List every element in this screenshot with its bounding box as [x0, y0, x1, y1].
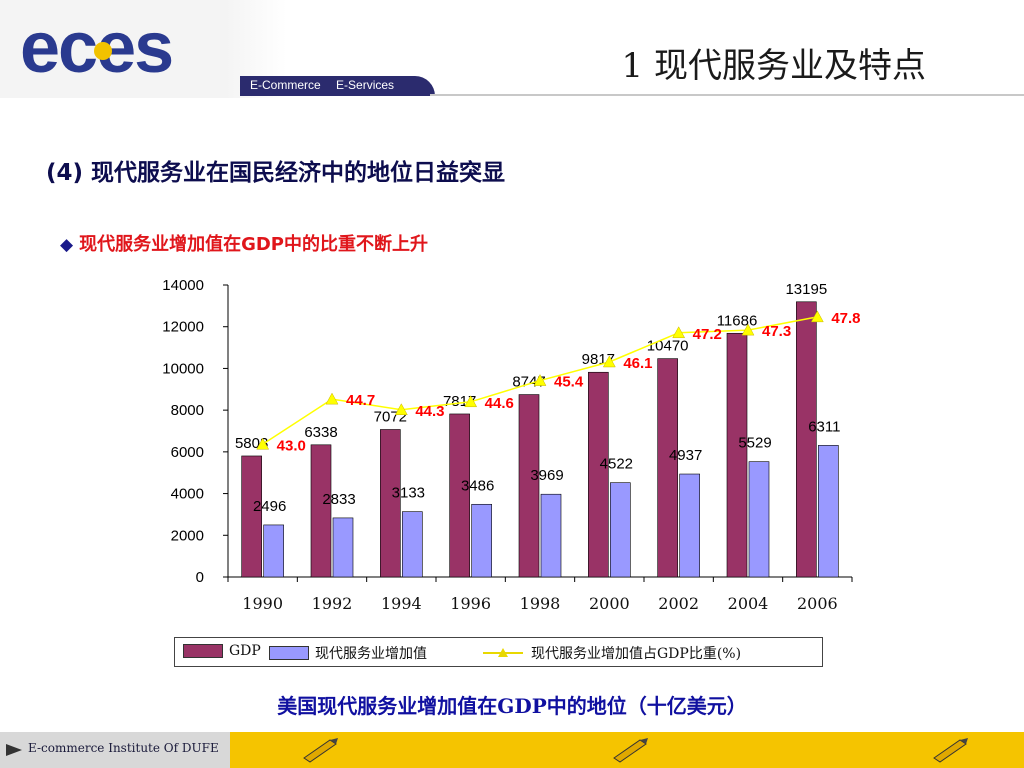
data-label-gdp: 10470 [647, 338, 689, 355]
bar-service [402, 511, 423, 578]
data-label-ratio: 44.7 [346, 392, 375, 409]
x-tick-label: 2004 [728, 594, 769, 613]
data-label-service: 2496 [253, 498, 286, 515]
eces-logo: eces [20, 14, 174, 84]
x-tick-label: 2006 [797, 594, 838, 613]
slide-header: eces E-Commerce E-Services 1 现代服务业及特点 [0, 0, 1024, 98]
ratio-marker [741, 323, 755, 336]
ratio-marker [394, 403, 408, 416]
data-label-service: 6311 [808, 418, 840, 435]
bar-gdp [380, 429, 401, 578]
footer-left-panel: E-commerce Institute Of DUFE [0, 732, 230, 768]
legend-label-gdp: GDP [229, 643, 261, 659]
y-tick-label: 10000 [162, 360, 204, 377]
bar-gdp [726, 332, 748, 578]
logo-sub-ecommerce: E-Commerce [250, 78, 321, 92]
x-tick-label: 1990 [242, 594, 283, 613]
diamond-bullet-icon: ◆ [60, 235, 74, 255]
gdp-chart: 0200040006000800010000120001400019905803… [162, 277, 860, 613]
data-label-service: 4522 [600, 456, 633, 473]
page-title: 1 现代服务业及特点 [621, 46, 926, 86]
legend-label-ratio: 现代服务业增加值占GDP比重(%) [531, 646, 742, 662]
data-label-service: 3486 [461, 477, 494, 494]
data-label-service: 5529 [738, 435, 771, 452]
bar-service [748, 461, 770, 578]
bar-service [332, 517, 354, 578]
data-label-ratio: 47.8 [831, 310, 860, 327]
data-label-ratio: 44.3 [415, 403, 444, 420]
data-label-ratio: 47.3 [762, 323, 791, 340]
legend-item-ratio: 现代服务业增加值占GDP比重(%) [481, 643, 741, 663]
pen-deco-icon [303, 738, 338, 763]
y-tick-label: 0 [196, 569, 204, 586]
ratio-marker [325, 392, 339, 405]
data-label-gdp: 6338 [304, 424, 337, 441]
ratio-marker [464, 395, 478, 408]
bar-gdp [518, 394, 540, 578]
y-tick-label: 6000 [171, 444, 204, 461]
legend-swatch-ratio [483, 648, 523, 657]
data-label-ratio: 46.1 [623, 355, 652, 372]
bar-service [818, 445, 839, 578]
data-label-ratio: 43.0 [277, 437, 306, 454]
bar-service [679, 473, 700, 578]
y-tick-label: 4000 [171, 486, 204, 503]
bar-service [471, 503, 492, 578]
logo-dot [94, 42, 112, 60]
x-tick-label: 1998 [520, 594, 561, 613]
bar-service [540, 493, 562, 578]
data-label-gdp: 13195 [785, 281, 827, 298]
y-tick-label: 14000 [162, 277, 204, 294]
header-divider [430, 94, 1024, 96]
x-tick-label: 2002 [658, 594, 699, 613]
bar-gdp [657, 358, 678, 578]
chart-caption: 美国现代服务业增加值在GDP中的地位（十亿美元） [277, 694, 747, 718]
chart-legend: GDP 现代服务业增加值 现代服务业增加值占GDP比重(%) [174, 637, 823, 667]
x-tick-label: 1996 [450, 594, 491, 613]
data-label-service: 4937 [669, 447, 702, 464]
legend-label-service: 现代服务业增加值 [315, 646, 427, 662]
bar-gdp [241, 455, 262, 578]
ratio-marker [533, 374, 547, 386]
logo-tagline: E-Commerce E-Services [250, 78, 406, 92]
bullet-text: 现代服务业增加值在GDP中的比重不断上升 [79, 234, 428, 255]
bar-gdp [588, 371, 609, 578]
bar-service [263, 524, 284, 578]
x-tick-label: 1992 [312, 594, 353, 613]
section-subtitle: (4) 现代服务业在国民经济中的地位日益突显 [46, 160, 506, 186]
data-label-ratio: 44.6 [485, 395, 514, 412]
data-label-gdp: 11686 [717, 312, 758, 329]
bar-gdp [310, 444, 332, 578]
bar-gdp [796, 301, 817, 578]
y-tick-label: 8000 [171, 402, 204, 419]
ratio-marker [810, 310, 824, 323]
pen-deco-icon [613, 738, 648, 763]
legend-item-service: 现代服务业增加值 [269, 643, 427, 663]
logo-band [240, 76, 435, 96]
ratio-marker [256, 437, 270, 450]
data-label-service: 3969 [530, 467, 563, 484]
ratio-marker [602, 355, 616, 368]
logo-sub-eservices: E-Services [336, 78, 395, 92]
y-tick-label: 2000 [171, 527, 204, 544]
bar-gdp [449, 413, 470, 578]
data-label-ratio: 45.4 [554, 374, 584, 391]
legend-swatch-service [269, 646, 309, 660]
legend-swatch-gdp [183, 644, 223, 658]
bullet-point: ◆ 现代服务业增加值在GDP中的比重不断上升 [60, 230, 428, 256]
y-tick-label: 12000 [162, 319, 204, 336]
footer-logo-icon [6, 744, 22, 756]
pen-deco-icon [933, 738, 968, 763]
ratio-marker [672, 326, 686, 339]
data-label-service: 3133 [392, 485, 425, 502]
data-label-ratio: 47.2 [693, 326, 722, 343]
x-tick-label: 2000 [589, 594, 630, 613]
bar-service [610, 482, 631, 578]
footer-text: E-commerce Institute Of DUFE [28, 741, 219, 755]
slide-footer: E-commerce Institute Of DUFE [0, 732, 1024, 768]
legend-item-gdp: GDP [183, 643, 261, 659]
x-tick-label: 1994 [381, 594, 422, 613]
data-label-service: 2833 [322, 491, 355, 508]
